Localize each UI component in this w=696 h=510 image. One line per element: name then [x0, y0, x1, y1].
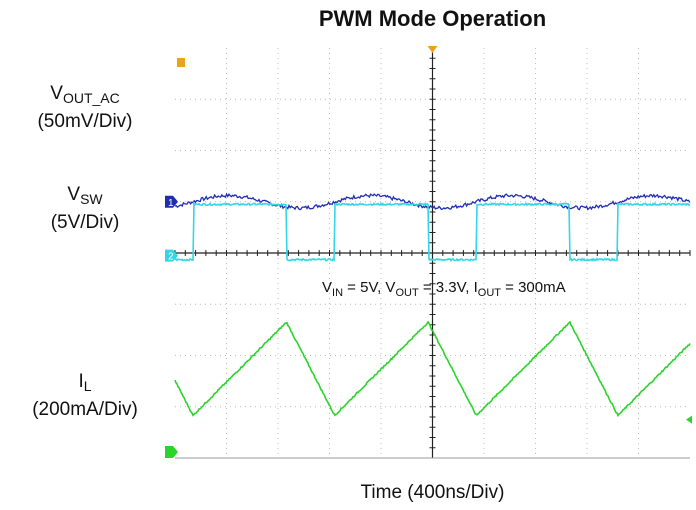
vout-label: VOUT_AC (50mV/Div) [0, 82, 170, 134]
series-2-trace [174, 201, 691, 262]
vsw-label-sub: SW [80, 191, 103, 207]
channel-2-marker [165, 249, 178, 262]
vout-cond-sub: OUT [395, 287, 419, 299]
vin-value: = 5V, [343, 279, 385, 296]
vsw-scale: (5V/Div) [50, 212, 120, 233]
il-label: IL (200mA/Div) [0, 370, 170, 422]
vin-label: V [322, 279, 332, 296]
trigger-source-marker [177, 58, 185, 67]
iout-label: I [474, 279, 478, 296]
channel-3-marker [165, 446, 178, 458]
il-label-sub: L [83, 378, 92, 394]
conditions-annotation: VIN = 5V, VOUT = 3.3V, IOUT = 300mA [322, 279, 566, 299]
il-label-main: I [78, 371, 84, 392]
traces [174, 192, 691, 418]
chart-title: PWM Mode Operation [318, 6, 547, 31]
iout-value: = 300mA [501, 279, 566, 296]
iout-sub: OUT [478, 287, 502, 299]
channel-2-marker-label: 2 [168, 252, 174, 263]
x-axis-label: Time (400ns/Div) [360, 482, 505, 503]
vout-cond-label: V [385, 279, 395, 296]
vsw-label: VSW (5V/Div) [0, 183, 170, 235]
vin-sub: IN [332, 287, 343, 299]
vout-label-main: V [50, 83, 63, 104]
vout-scale: (50mV/Div) [37, 111, 133, 132]
trigger-level-marker [686, 415, 692, 424]
channel-markers: 12 [165, 46, 692, 458]
il-scale: (200mA/Div) [32, 399, 138, 420]
vsw-label-main: V [67, 184, 81, 205]
vout-cond-value: = 3.3V, [419, 279, 474, 296]
vout-label-sub: OUT_AC [62, 90, 120, 106]
series-1-trace [174, 192, 691, 211]
channel-1-marker-label: 1 [168, 198, 174, 209]
channel-1-marker [165, 195, 178, 208]
grid [174, 47, 691, 459]
series-3-trace [174, 320, 691, 418]
trigger-position-marker [427, 46, 438, 53]
